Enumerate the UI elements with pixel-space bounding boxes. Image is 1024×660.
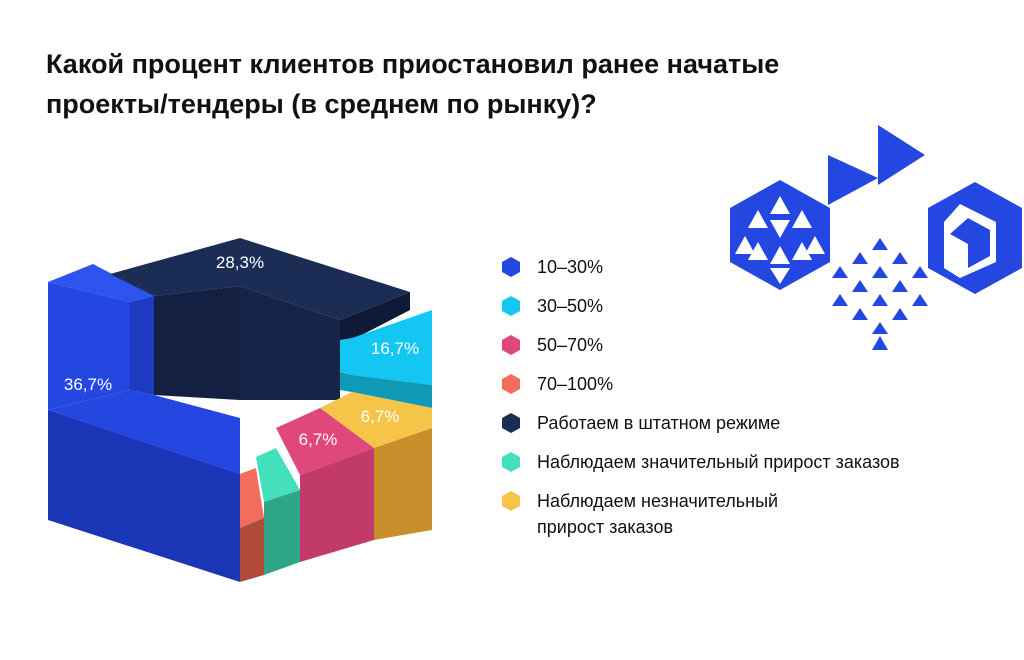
data-label-30-50: 16,7% <box>371 339 419 358</box>
legend-label: Наблюдаем значительный прирост заказов <box>537 452 900 472</box>
legend-label: Работаем в штатном режиме <box>537 413 781 433</box>
data-label-50-70: 6,7% <box>299 430 338 449</box>
hexagon-icon <box>502 374 520 394</box>
legend-item-50-70: 50–70% <box>500 332 1000 358</box>
segment-50-70 <box>276 408 374 562</box>
legend-label: Наблюдаем незначительный прирост заказов <box>537 491 779 537</box>
hexagon-icon <box>502 335 520 355</box>
legend-item-70-100: 70–100% <box>500 371 1000 397</box>
legend-label: 30–50% <box>537 296 604 316</box>
legend-item-normal-mode: Работаем в штатном режиме <box>500 410 1000 436</box>
segment-major-growth <box>256 448 300 575</box>
checkered-hexagon-shape <box>832 238 928 350</box>
legend-label: 50–70% <box>537 335 604 355</box>
triangle-shape <box>878 125 925 185</box>
data-label-minor-growth: 6,7% <box>361 407 400 426</box>
cube-hexagon-shape <box>928 182 1022 294</box>
legend-item-major-growth: Наблюдаем значительный прирост заказов <box>500 449 1000 475</box>
legend-label: 70–100% <box>537 374 614 394</box>
segment-minor-growth <box>320 392 432 540</box>
hexagon-icon <box>502 296 520 316</box>
segment-30-50 <box>340 310 432 408</box>
hexagon-icon <box>502 257 520 277</box>
data-label-normal-mode: 28,3% <box>216 253 264 272</box>
data-label-10-30: 36,7% <box>64 375 112 394</box>
chart-legend: 10–30% 30–50% 50–70% 70–100% Работаем в … <box>500 254 1000 553</box>
hexagon-icon <box>502 452 520 472</box>
patterned-hexagon-shape <box>730 180 830 290</box>
legend-item-30-50: 30–50% <box>500 293 1000 319</box>
legend-label: 10–30% <box>537 257 604 277</box>
segment-normal-mode <box>110 238 410 400</box>
hexagon-icon <box>502 491 520 511</box>
triangle-shape <box>828 155 878 205</box>
legend-item-minor-growth: Наблюдаем незначительный прирост заказов <box>500 488 837 540</box>
segment-70-100 <box>240 468 264 582</box>
hexagon-icon <box>502 413 520 433</box>
legend-item-10-30: 10–30% <box>500 254 1000 280</box>
chart-title: Какой процент клиентов приостановил ране… <box>46 49 780 119</box>
segment-10-30 <box>48 264 240 582</box>
